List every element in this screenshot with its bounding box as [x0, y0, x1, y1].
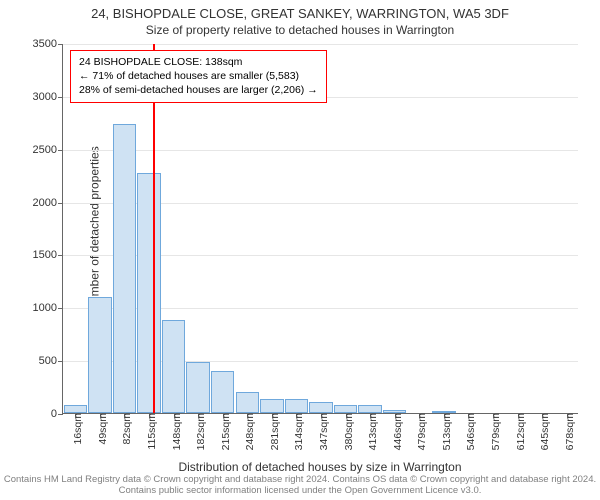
xtick-label: 413sqm — [361, 413, 379, 450]
xtick-label: 579sqm — [484, 413, 502, 450]
page-subtitle: Size of property relative to detached ho… — [0, 21, 600, 37]
gridline — [63, 150, 578, 151]
xtick-label: 446sqm — [386, 413, 404, 450]
histogram-bar — [186, 362, 209, 413]
histogram-bar — [260, 399, 283, 413]
xtick-label: 380sqm — [337, 413, 355, 450]
plot-region: 050010001500200025003000350016sqm49sqm82… — [62, 44, 578, 414]
xtick-label: 148sqm — [165, 413, 183, 450]
annotation-line-2: ← 71% of detached houses are smaller (5,… — [79, 69, 318, 83]
x-axis-title: Distribution of detached houses by size … — [62, 460, 578, 474]
page-title: 24, BISHOPDALE CLOSE, GREAT SANKEY, WARR… — [0, 0, 600, 21]
gridline — [63, 44, 578, 45]
ytick-label: 500 — [39, 355, 63, 367]
annotation-box: 24 BISHOPDALE CLOSE: 138sqm← 71% of deta… — [70, 50, 327, 103]
xtick-label: 49sqm — [91, 413, 109, 445]
footer-attribution: Contains HM Land Registry data © Crown c… — [0, 474, 600, 500]
ytick-label: 2500 — [33, 144, 63, 156]
xtick-label: 82sqm — [115, 413, 133, 445]
annotation-line-1: 24 BISHOPDALE CLOSE: 138sqm — [79, 55, 318, 69]
ytick-label: 0 — [51, 408, 63, 420]
histogram-bar — [358, 405, 381, 413]
histogram-bar — [88, 297, 111, 413]
histogram-bar — [162, 320, 185, 413]
ytick-label: 1000 — [33, 302, 63, 314]
annotation-line-3: 28% of semi-detached houses are larger (… — [79, 83, 318, 97]
histogram-bar — [334, 405, 357, 413]
xtick-label: 314sqm — [287, 413, 305, 450]
xtick-label: 182sqm — [189, 413, 207, 450]
xtick-label: 248sqm — [238, 413, 256, 450]
ytick-label: 1500 — [33, 249, 63, 261]
histogram-bar — [137, 173, 160, 413]
xtick-label: 479sqm — [410, 413, 428, 450]
xtick-label: 215sqm — [214, 413, 232, 450]
histogram-bar — [236, 392, 259, 413]
ytick-label: 2000 — [33, 197, 63, 209]
histogram-bar — [211, 371, 234, 413]
xtick-label: 347sqm — [312, 413, 330, 450]
xtick-label: 546sqm — [459, 413, 477, 450]
xtick-label: 645sqm — [533, 413, 551, 450]
ytick-label: 3000 — [33, 91, 63, 103]
histogram-bar — [113, 124, 136, 413]
xtick-label: 16sqm — [66, 413, 84, 445]
chart-area: 050010001500200025003000350016sqm49sqm82… — [62, 44, 578, 414]
ytick-label: 3500 — [33, 38, 63, 50]
xtick-label: 115sqm — [140, 413, 158, 450]
histogram-bar — [309, 402, 332, 413]
histogram-bar — [285, 399, 308, 413]
xtick-label: 281sqm — [263, 413, 281, 450]
xtick-label: 513sqm — [435, 413, 453, 450]
xtick-label: 612sqm — [509, 413, 527, 450]
xtick-label: 678sqm — [558, 413, 576, 450]
